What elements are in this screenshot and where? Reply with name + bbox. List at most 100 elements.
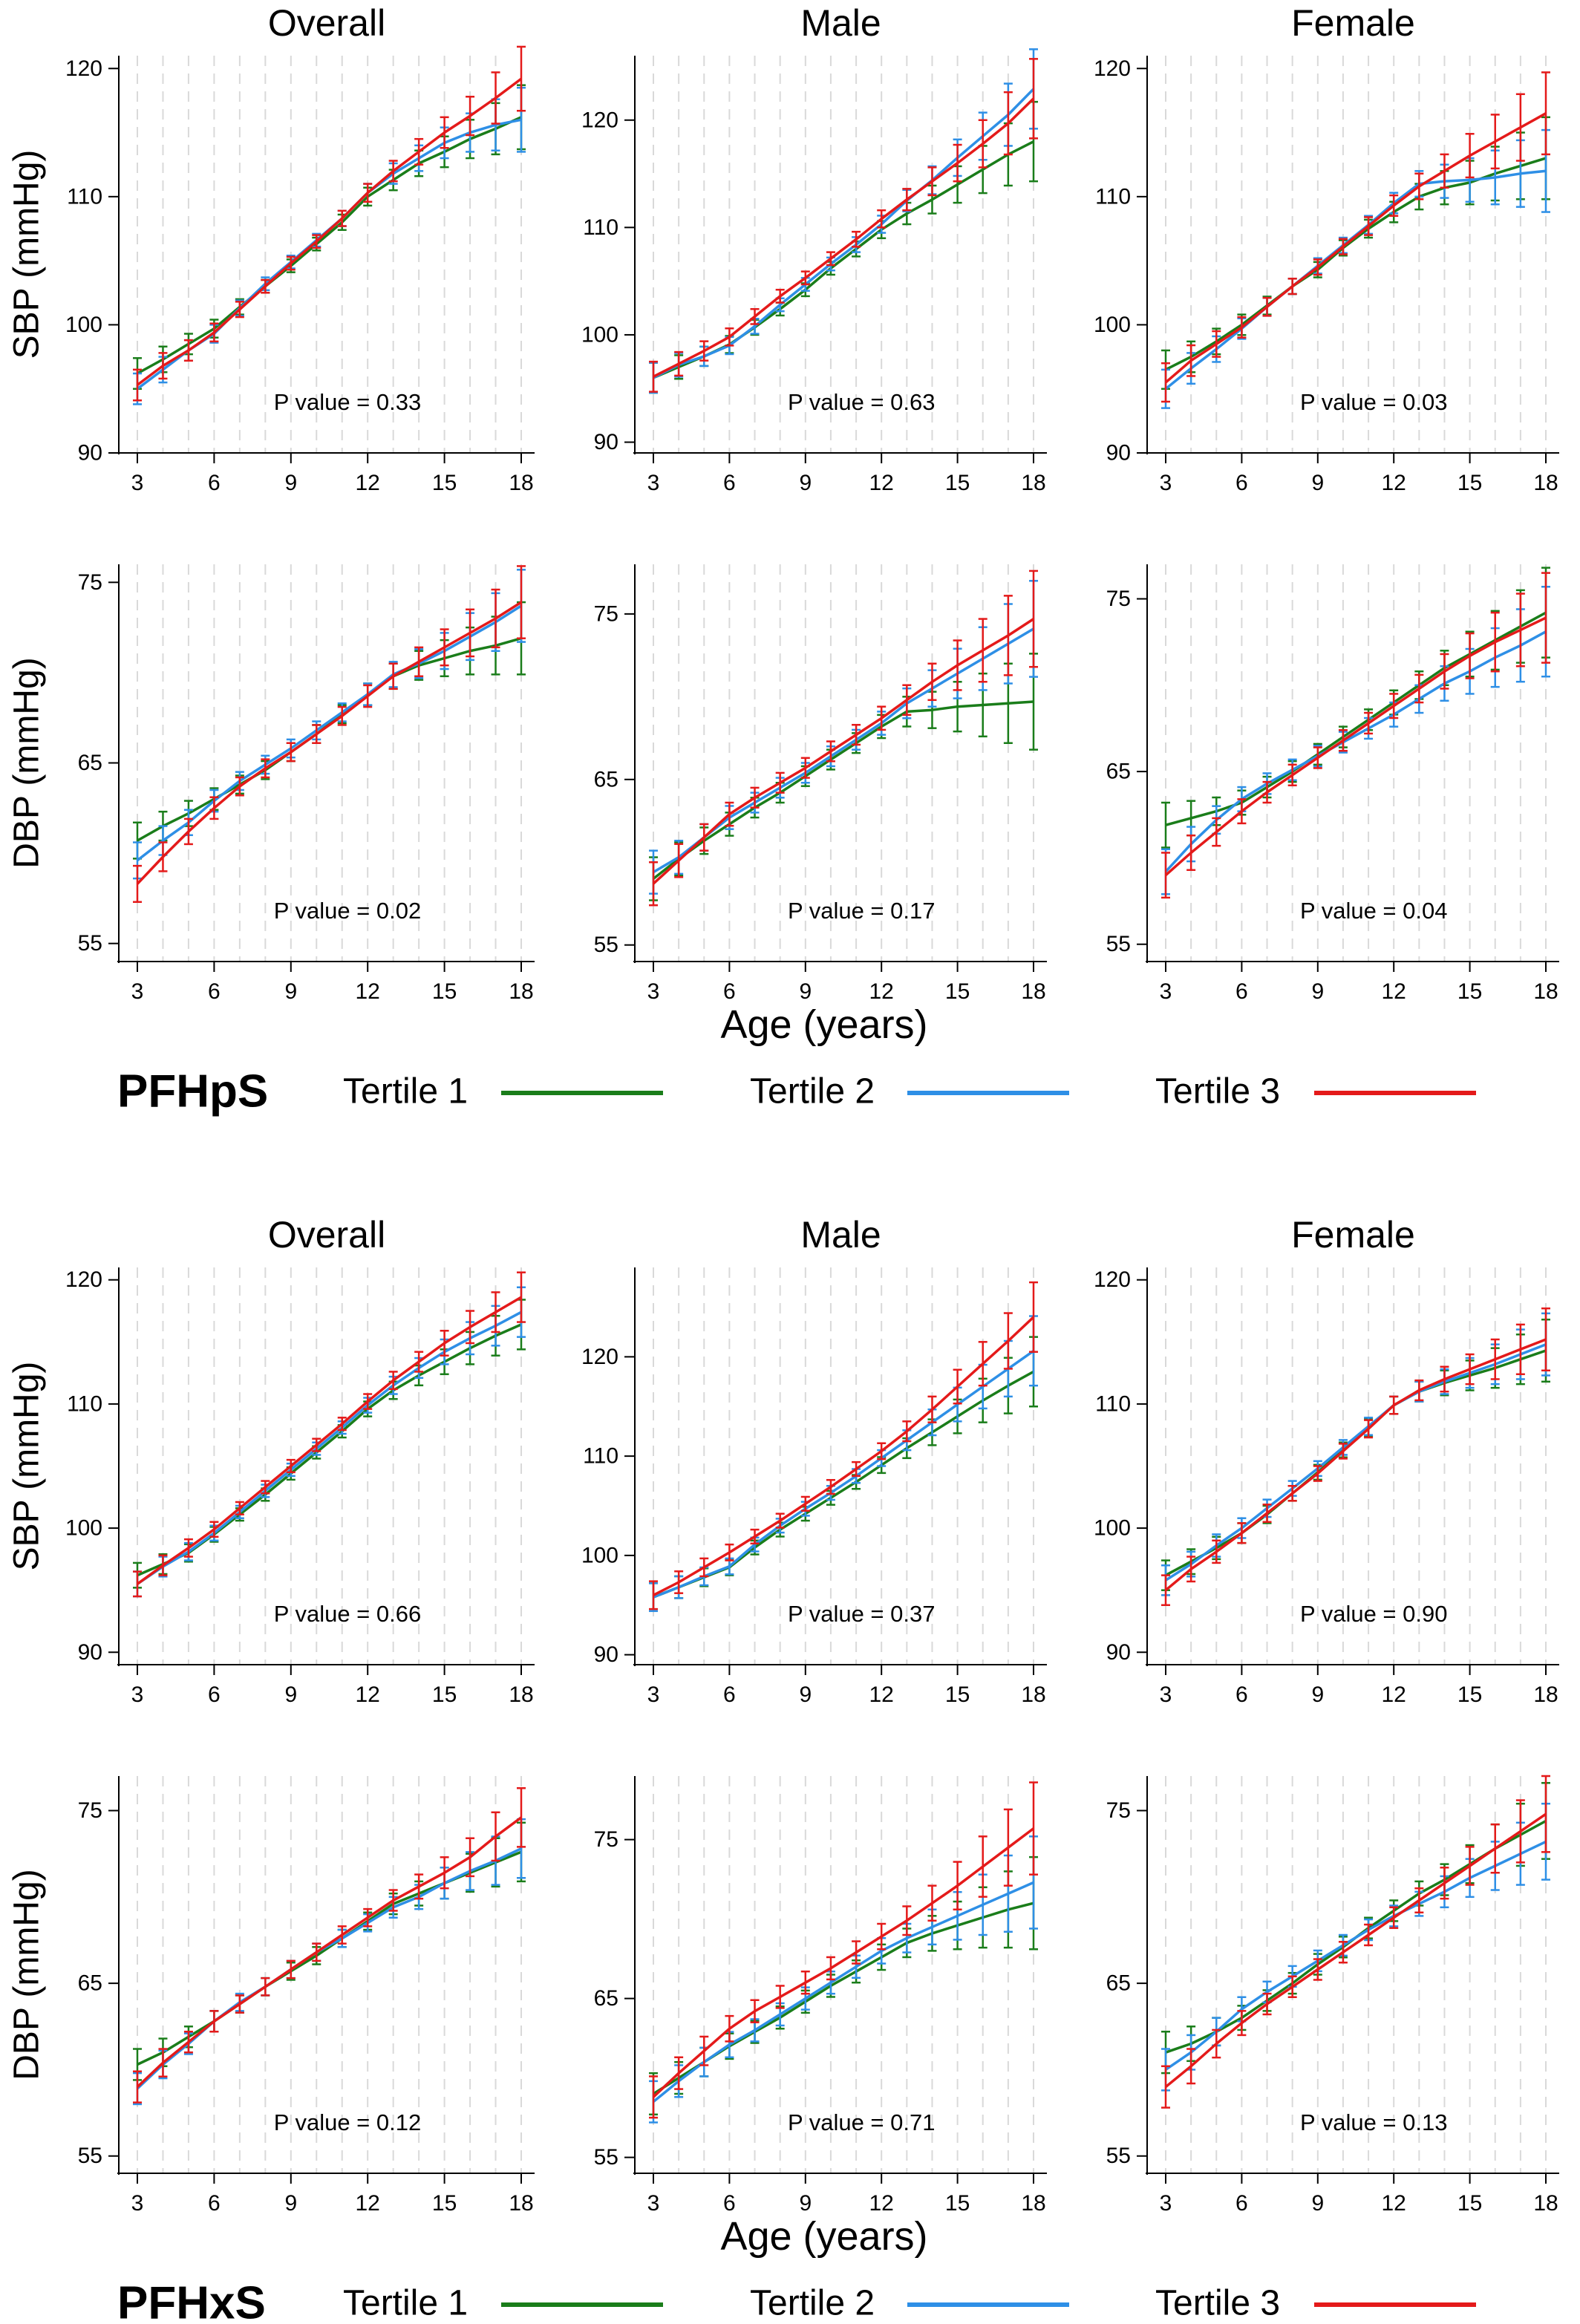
x-tick-label: 3 — [1160, 979, 1172, 1004]
x-tick-label: 18 — [1021, 471, 1045, 495]
panel-dbp-male: 3 6 9 12 15 18 55 65 75 P value = 0.17 — [594, 564, 1047, 1004]
series-tertile-3 — [133, 1787, 526, 2103]
series-line — [652, 618, 1034, 885]
series-line — [137, 1323, 522, 1577]
legend: PFHxS Tertile 1 Tertile 2 Tertile 3 — [117, 2278, 1476, 2324]
series-tertile-3 — [133, 45, 526, 402]
x-tick-label: 9 — [1311, 1682, 1324, 1707]
x-tick-label: 3 — [647, 471, 660, 495]
series-line — [1164, 630, 1547, 873]
y-tick-label: 90 — [78, 441, 102, 466]
y-tick-label: 120 — [581, 1345, 618, 1369]
series-line — [1165, 157, 1547, 371]
p-value-label: P value = 0.04 — [1300, 898, 1448, 924]
series-line — [136, 77, 523, 386]
x-tick-label: 18 — [1021, 2191, 1045, 2216]
y-tick-label: 110 — [67, 1391, 102, 1416]
x-tick-label: 18 — [509, 2191, 533, 2216]
x-tick-label: 9 — [799, 979, 812, 1004]
x-tick-label: 9 — [799, 1682, 812, 1707]
legend-label-tertile-2: Tertile 2 — [750, 2284, 875, 2323]
y-tick-label: 65 — [78, 1971, 102, 1996]
row-label-sbp: SBP (mmHg) — [7, 150, 47, 359]
series-line — [136, 601, 522, 885]
y-tick-label: 65 — [594, 767, 618, 791]
series-line — [652, 700, 1034, 880]
y-tick-label: 55 — [594, 2145, 618, 2170]
series-tertile-2 — [133, 1818, 526, 2106]
p-value-label: P value = 0.17 — [788, 898, 936, 924]
y-tick-label: 90 — [78, 1640, 102, 1665]
y-tick-label: 75 — [1106, 1798, 1131, 1823]
y-tick-label: 75 — [1106, 587, 1131, 611]
y-tick-label: 55 — [594, 933, 618, 957]
y-tick-label: 55 — [78, 2144, 102, 2168]
x-tick-label: 6 — [723, 2191, 736, 2216]
x-tick-label: 9 — [284, 979, 297, 1004]
x-tick-label: 3 — [131, 2191, 144, 2216]
panel-dbp-female: 3 6 9 12 15 18 55 65 75 P value = 0.13 — [1106, 1775, 1559, 2216]
x-tick-label: 9 — [284, 471, 297, 495]
series-line — [1164, 1812, 1547, 2089]
series-line — [137, 637, 522, 842]
column-title-male: Male — [800, 2, 881, 44]
x-tick-label: 3 — [647, 979, 660, 1004]
series-line — [653, 97, 1035, 378]
y-tick-label: 55 — [78, 931, 102, 956]
y-tick-label: 90 — [594, 1642, 618, 1667]
x-tick-label: 9 — [284, 1682, 297, 1707]
x-tick-label: 9 — [1311, 2191, 1324, 2216]
y-tick-label: 65 — [1106, 760, 1131, 784]
series-line — [136, 604, 522, 862]
y-tick-label: 100 — [1094, 313, 1131, 337]
series-line — [137, 116, 522, 375]
y-tick-label: 55 — [1106, 932, 1131, 956]
series-line — [1164, 1338, 1547, 1592]
x-tick-label: 12 — [869, 1682, 894, 1707]
panel-sbp-male: 3 6 9 12 15 18 90 100 110 120 P value = 0.63 — [581, 48, 1047, 495]
series-line — [652, 1827, 1035, 2098]
row-label-sbp: SBP (mmHg) — [7, 1362, 47, 1571]
series-line — [653, 88, 1035, 379]
x-tick-label: 15 — [432, 979, 457, 1004]
series-tertile-1 — [133, 84, 526, 390]
row-label-dbp: DBP (mmHg) — [7, 1869, 47, 2080]
series-line — [1164, 616, 1547, 877]
series-tertile-3 — [649, 569, 1038, 907]
series-line — [653, 1316, 1035, 1596]
y-tick-label: 75 — [78, 570, 102, 595]
x-tick-label: 15 — [945, 471, 970, 495]
x-tick-label: 3 — [1160, 2191, 1172, 2216]
x-tick-label: 12 — [869, 471, 894, 495]
y-tick-label: 120 — [581, 108, 618, 132]
x-tick-label: 12 — [869, 2191, 894, 2216]
x-tick-label: 12 — [1382, 1682, 1406, 1707]
panel-sbp-female: 3 6 9 12 15 18 90 100 110 120 P value = 0.90 — [1094, 1267, 1559, 1707]
p-value-label: P value = 0.13 — [1300, 2109, 1448, 2135]
y-tick-label: 100 — [65, 1516, 102, 1541]
x-tick-label: 9 — [799, 471, 812, 495]
series-tertile-3 — [649, 58, 1038, 393]
compound-label: PFHxS — [117, 2278, 266, 2324]
x-tick-label: 15 — [1457, 471, 1482, 495]
figure-block-pfhps: Overall Male Female SBP (mmHg) DBP (mmHg) 3 6 9… — [7, 2, 1559, 1117]
compound-label: PFHpS — [117, 1066, 268, 1117]
legend-label-tertile-2: Tertile 2 — [750, 1072, 875, 1112]
x-tick-label: 6 — [208, 2191, 221, 2216]
y-tick-label: 65 — [1106, 1971, 1131, 1996]
series-line — [137, 1310, 522, 1585]
y-tick-label: 120 — [65, 56, 102, 81]
x-tick-label: 6 — [723, 1682, 736, 1707]
x-tick-label: 18 — [509, 471, 533, 495]
x-tick-label: 12 — [1382, 471, 1406, 495]
series-line — [653, 1902, 1034, 2095]
column-title-overall: Overall — [268, 1214, 385, 1256]
series-line — [136, 1296, 522, 1585]
figure-block-pfhxs: Overall Male Female SBP (mmHg) DBP (mmHg) 3 6 9… — [7, 1214, 1559, 2324]
x-tick-label: 3 — [1160, 1682, 1172, 1707]
x-tick-label: 12 — [356, 1682, 380, 1707]
panel-dbp-male: 3 6 9 12 15 18 55 65 75 P value = 0.71 — [594, 1776, 1047, 2216]
series-tertile-3 — [133, 565, 526, 903]
x-tick-label: 18 — [1533, 471, 1558, 495]
legend-label-tertile-1: Tertile 1 — [343, 2284, 468, 2323]
